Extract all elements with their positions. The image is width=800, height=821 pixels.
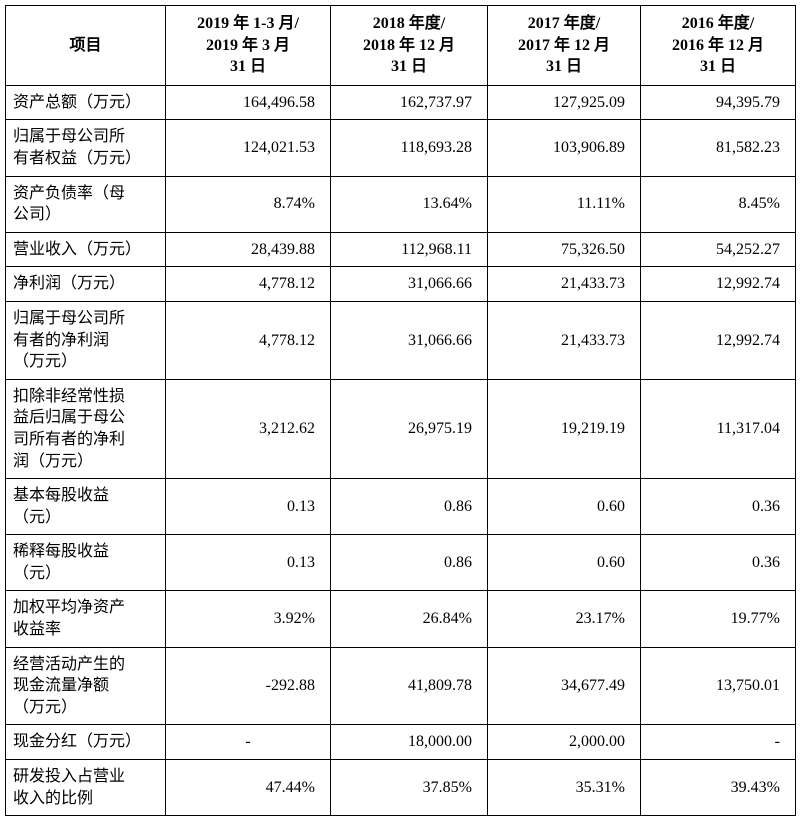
cell-value: 26,975.19 [330, 378, 488, 480]
row-net-profit-after-nonrecurring: 扣除非经常性损 益后归属于母公 司所有者的净利 润（万元） 3,212.62 2… [5, 378, 796, 480]
cell-value: 4,778.12 [165, 300, 331, 380]
cell-value: 124,021.53 [165, 119, 331, 177]
row-total-assets: 资产总额（万元） 164,496.58 162,737.97 127,925.0… [5, 84, 796, 121]
header-period-2017: 2017 年度/ 2017 年 12 月 31 日 [487, 5, 641, 86]
row-label: 基本每股收益 （元） [5, 478, 166, 536]
cell-value: 21,433.73 [487, 300, 641, 380]
row-label: 现金分红（万元） [5, 724, 166, 761]
row-rd-to-revenue-ratio: 研发投入占营业 收入的比例 47.44% 37.85% 35.31% 39.43… [5, 759, 796, 817]
cell-value: 0.13 [165, 534, 331, 592]
cell-value: 0.36 [640, 478, 796, 536]
cell-value: 47.44% [165, 759, 331, 817]
cell-value: 0.36 [640, 534, 796, 592]
cell-value: 81,582.23 [640, 119, 796, 177]
cell-value: 94,395.79 [640, 84, 796, 121]
cell-value: 2,000.00 [487, 724, 641, 761]
row-label: 研发投入占营业 收入的比例 [5, 759, 166, 817]
cell-value: 0.60 [487, 534, 641, 592]
row-label: 净利润（万元） [5, 266, 166, 302]
cell-value: 3,212.62 [165, 378, 331, 480]
cell-value: 11,317.04 [640, 378, 796, 480]
row-label: 资产总额（万元） [5, 84, 166, 121]
cell-value: 8.45% [640, 175, 796, 233]
table-body: 资产总额（万元） 164,496.58 162,737.97 127,925.0… [5, 84, 796, 817]
table-head: 项目 2019 年 1-3 月/ 2019 年 3 月 31 日 2018 年度… [5, 5, 796, 86]
cell-value: 0.60 [487, 478, 641, 536]
row-net-profit: 净利润（万元） 4,778.12 31,066.66 21,433.73 12,… [5, 266, 796, 302]
header-item: 项目 [5, 5, 166, 86]
cell-value: 35.31% [487, 759, 641, 817]
row-label: 扣除非经常性损 益后归属于母公 司所有者的净利 润（万元） [5, 378, 166, 480]
cell-value: 4,778.12 [165, 266, 331, 302]
row-label: 资产负债率（母 公司） [5, 175, 166, 233]
cell-value: 19.77% [640, 590, 796, 648]
cell-value: 8.74% [165, 175, 331, 233]
cell-value: 31,066.66 [330, 300, 488, 380]
cell-value: 23.17% [487, 590, 641, 648]
cell-value: 54,252.27 [640, 231, 796, 268]
cell-value: 162,737.97 [330, 84, 488, 121]
row-label: 营业收入（万元） [5, 231, 166, 268]
row-net-profit-attributable: 归属于母公司所 有者的净利润 （万元） 4,778.12 31,066.66 2… [5, 300, 796, 380]
financial-indicators-table: 项目 2019 年 1-3 月/ 2019 年 3 月 31 日 2018 年度… [5, 5, 796, 817]
cell-value: 12,992.74 [640, 266, 796, 302]
row-parent-equity: 归属于母公司所 有者权益（万元） 124,021.53 118,693.28 1… [5, 119, 796, 177]
row-operating-cash-flow: 经营活动产生的 现金流量净额 （万元） -292.88 41,809.78 34… [5, 646, 796, 726]
row-operating-revenue: 营业收入（万元） 28,439.88 112,968.11 75,326.50 … [5, 231, 796, 268]
row-weighted-average-roe: 加权平均净资产 收益率 3.92% 26.84% 23.17% 19.77% [5, 590, 796, 648]
cell-value: 127,925.09 [487, 84, 641, 121]
row-cash-dividend: 现金分红（万元） - 18,000.00 2,000.00 - [5, 724, 796, 761]
header-period-2018: 2018 年度/ 2018 年 12 月 31 日 [330, 5, 488, 86]
row-debt-ratio: 资产负债率（母 公司） 8.74% 13.64% 11.11% 8.45% [5, 175, 796, 233]
row-diluted-eps: 稀释每股收益 （元） 0.13 0.86 0.60 0.36 [5, 534, 796, 592]
header-period-2016: 2016 年度/ 2016 年 12 月 31 日 [640, 5, 796, 86]
cell-value: 164,496.58 [165, 84, 331, 121]
cell-value: 41,809.78 [330, 646, 488, 726]
cell-value: 0.13 [165, 478, 331, 536]
row-label: 加权平均净资产 收益率 [5, 590, 166, 648]
cell-value: 21,433.73 [487, 266, 641, 302]
header-period-2019-q1: 2019 年 1-3 月/ 2019 年 3 月 31 日 [165, 5, 331, 86]
cell-value: 19,219.19 [487, 378, 641, 480]
cell-value: 103,906.89 [487, 119, 641, 177]
row-label: 归属于母公司所 有者的净利润 （万元） [5, 300, 166, 380]
cell-value: 3.92% [165, 590, 331, 648]
cell-value: 18,000.00 [330, 724, 488, 761]
cell-value: 118,693.28 [330, 119, 488, 177]
cell-value: - [165, 724, 331, 761]
cell-value: 31,066.66 [330, 266, 488, 302]
cell-value: 28,439.88 [165, 231, 331, 268]
cell-value: 37.85% [330, 759, 488, 817]
cell-value: -292.88 [165, 646, 331, 726]
row-label: 经营活动产生的 现金流量净额 （万元） [5, 646, 166, 726]
cell-value: 75,326.50 [487, 231, 641, 268]
cell-value: 26.84% [330, 590, 488, 648]
cell-value: 13.64% [330, 175, 488, 233]
row-basic-eps: 基本每股收益 （元） 0.13 0.86 0.60 0.36 [5, 478, 796, 536]
cell-value: - [640, 724, 796, 761]
row-label: 稀释每股收益 （元） [5, 534, 166, 592]
cell-value: 112,968.11 [330, 231, 488, 268]
row-label: 归属于母公司所 有者权益（万元） [5, 119, 166, 177]
cell-value: 0.86 [330, 478, 488, 536]
cell-value: 12,992.74 [640, 300, 796, 380]
cell-value: 0.86 [330, 534, 488, 592]
cell-value: 13,750.01 [640, 646, 796, 726]
cell-value: 11.11% [487, 175, 641, 233]
cell-value: 39.43% [640, 759, 796, 817]
table-header-row: 项目 2019 年 1-3 月/ 2019 年 3 月 31 日 2018 年度… [5, 5, 796, 86]
cell-value: 34,677.49 [487, 646, 641, 726]
